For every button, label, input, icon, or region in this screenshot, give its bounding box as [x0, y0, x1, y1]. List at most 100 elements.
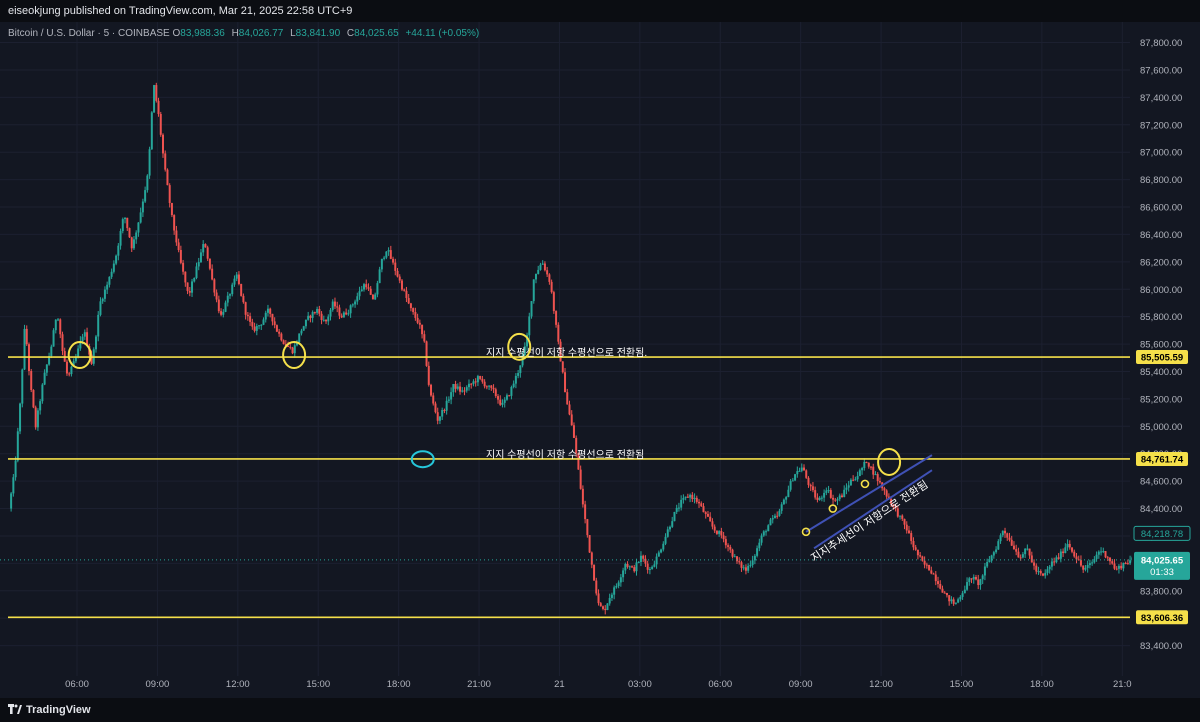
candle-body: [698, 501, 701, 504]
candle-body: [1001, 530, 1004, 536]
candle-body: [825, 490, 828, 493]
candle-body: [867, 462, 870, 467]
candle-body: [811, 486, 814, 491]
candle-body: [459, 386, 462, 392]
candle-body: [794, 474, 797, 481]
candle-body: [65, 361, 68, 374]
candle-body: [689, 494, 692, 498]
candle-body: [691, 494, 694, 500]
candle-body: [517, 373, 520, 376]
level-price-badge[interactable]: [1136, 350, 1188, 365]
candle-body: [762, 531, 765, 536]
candle-body: [1068, 543, 1071, 548]
candle-body: [387, 250, 390, 252]
candle-body: [1026, 548, 1029, 550]
candle-body: [809, 484, 812, 487]
trend-point-marker[interactable]: [828, 504, 838, 513]
candle-body: [349, 305, 352, 314]
candle-body: [228, 294, 231, 296]
candle-body: [818, 497, 821, 500]
candle-body: [249, 316, 252, 322]
candle-body: [490, 385, 493, 388]
candle-body: [1115, 568, 1118, 570]
candle-body: [461, 390, 464, 392]
time-tick-label: 12:00: [869, 679, 893, 690]
trend-channel-line[interactable]: [805, 454, 933, 533]
candle-body: [264, 312, 267, 320]
candle-body: [566, 392, 569, 405]
candle-body: [684, 496, 687, 498]
candle-body: [1108, 557, 1111, 562]
candle-body: [771, 518, 774, 520]
candle-body: [785, 497, 788, 500]
candle-body: [727, 545, 730, 547]
price-tick-label: 87,000.00: [1140, 148, 1182, 159]
candle-body: [383, 257, 386, 259]
cyan-circle-marker[interactable]: [410, 450, 435, 469]
candle-body: [94, 336, 97, 350]
candle-body: [197, 262, 200, 267]
candle-body: [1059, 551, 1062, 559]
yellow-circle-marker[interactable]: [877, 447, 902, 476]
level-price-badge[interactable]: [1136, 451, 1188, 466]
candle-body: [823, 492, 826, 498]
candle-body: [168, 185, 171, 203]
candle-body: [275, 325, 278, 332]
candle-body: [347, 313, 350, 315]
yellow-circle-marker[interactable]: [67, 341, 92, 370]
level-note-text: 지지 수평선이 저항 수평선으로 전환됨: [486, 449, 644, 461]
candle-body: [1129, 560, 1132, 564]
candle-body: [590, 552, 593, 565]
candle-body: [488, 385, 491, 387]
candle-body: [376, 283, 379, 295]
level-price-label: 85,505.59: [1141, 353, 1183, 364]
candle-body: [778, 510, 781, 516]
candle-body: [354, 301, 357, 305]
candle-body: [512, 383, 515, 388]
candle-body: [186, 282, 189, 291]
candle-body: [170, 202, 173, 216]
yellow-circle-marker[interactable]: [507, 332, 532, 361]
trend-point-marker[interactable]: [860, 479, 870, 489]
candle-body: [744, 567, 747, 571]
candle-body: [686, 496, 689, 498]
candle-body: [445, 400, 448, 411]
candle-body: [729, 546, 732, 550]
time-axis[interactable]: 06:00 09:00 12:00 15:00 18:00 21:00 21 03:00 06:…: [0, 676, 1132, 698]
candle-body: [901, 515, 904, 519]
trend-point-marker[interactable]: [801, 527, 811, 537]
candle-body: [389, 250, 392, 259]
candle-body: [378, 269, 381, 284]
candle-body: [633, 567, 636, 572]
candle-body: [41, 384, 44, 402]
candle-body: [296, 342, 299, 346]
candle-body: [436, 412, 439, 421]
candle-body: [403, 289, 406, 291]
candle-body: [108, 276, 111, 285]
candle-body: [287, 346, 290, 348]
tradingview-logo-icon[interactable]: [8, 704, 22, 716]
candle-body: [626, 563, 629, 567]
candle-body: [476, 376, 479, 383]
time-tick-label: 18:00: [1030, 679, 1054, 690]
candle-body: [635, 562, 638, 572]
price-chart-svg[interactable]: 지지 수평선이 저항 수평선으로 전환됨.지지 수평선이 저항 수평선으로 전환…: [0, 22, 1200, 698]
price-axis[interactable]: 85,505.59 84,761.74 83,606.36 87,800.00 87,6…: [1132, 22, 1200, 698]
candle-body: [48, 356, 51, 365]
candle-body: [526, 335, 529, 347]
candle-body: [760, 535, 763, 543]
chart-area[interactable]: 지지 수평선이 저항 수평선으로 전환됨. 지지 수평선이 저항 수평선으로 전환…: [0, 22, 1200, 698]
candle-body: [1028, 548, 1031, 556]
level-price-badge[interactable]: [1136, 610, 1188, 625]
candle-body: [409, 303, 412, 309]
candle-body: [289, 346, 292, 348]
candle-body: [262, 319, 265, 325]
brand-name[interactable]: TradingView: [26, 704, 91, 716]
candle-body: [1120, 565, 1123, 569]
candle-body: [34, 407, 37, 428]
candle-body: [832, 497, 835, 500]
trend-channel-line[interactable]: [813, 469, 933, 550]
yellow-circle-marker[interactable]: [282, 341, 307, 370]
price-badge-current[interactable]: [1134, 551, 1190, 580]
candle-body: [68, 373, 71, 375]
